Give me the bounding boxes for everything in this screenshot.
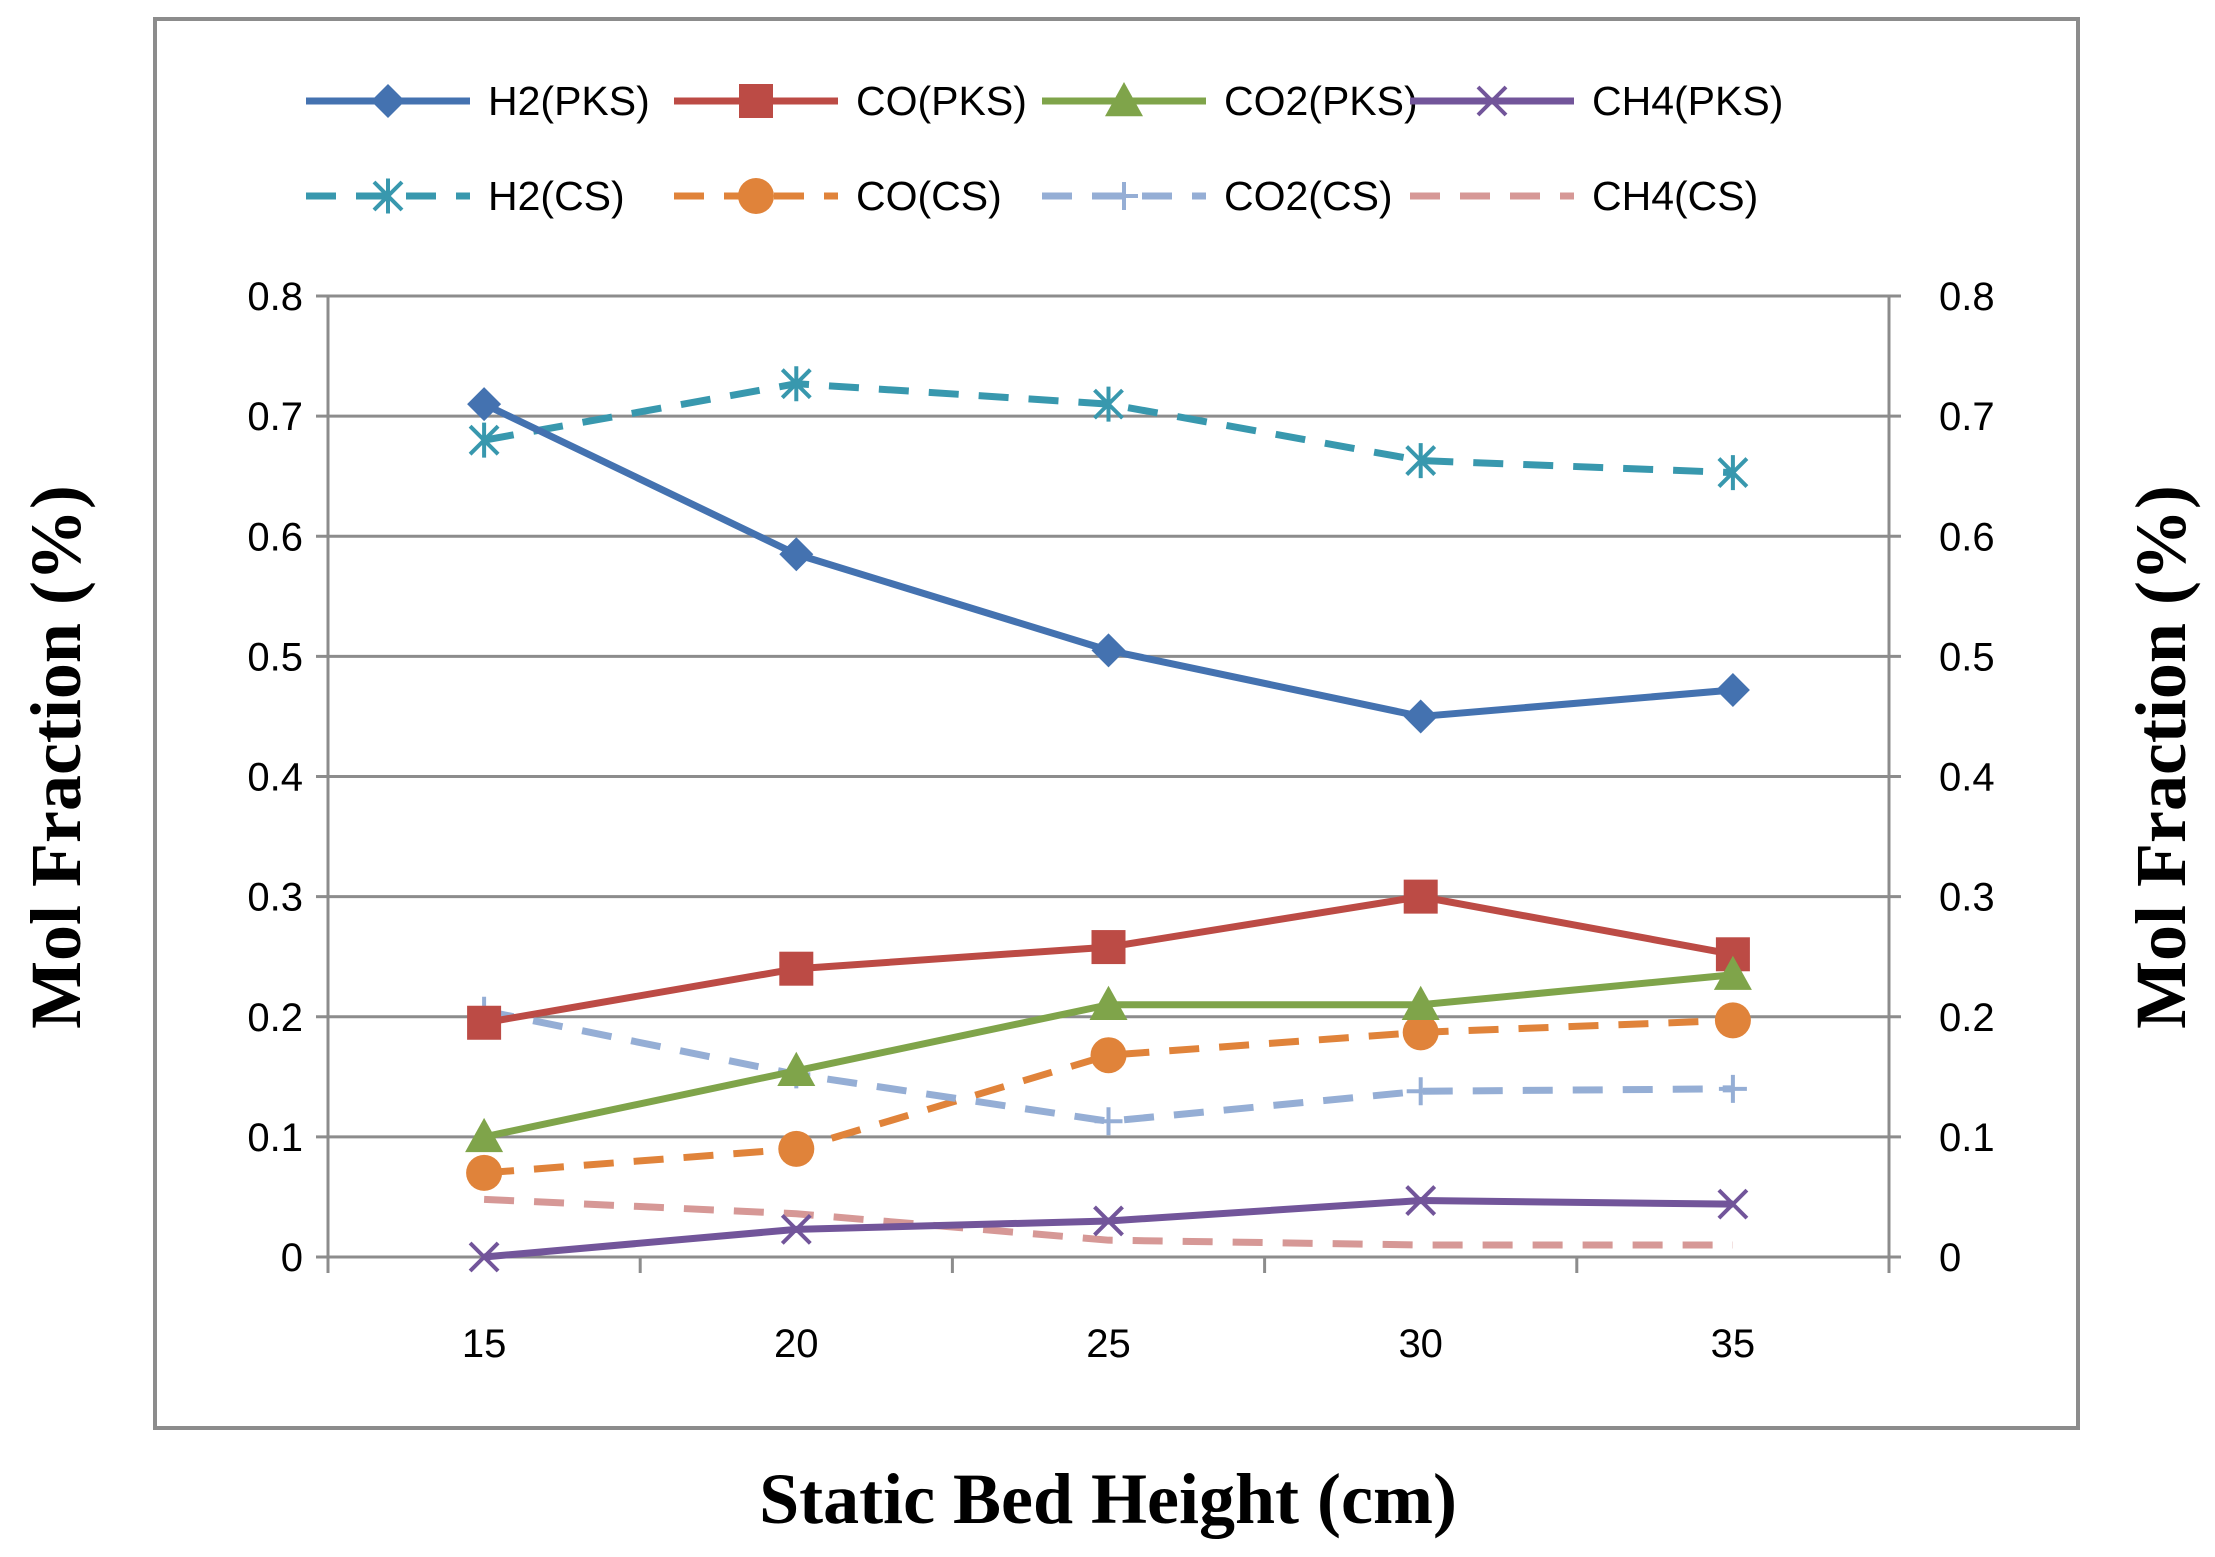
y-axis-title-right: Mol Fraction (%) xyxy=(2121,485,2201,1029)
y-tick-label-right: 0.3 xyxy=(1939,876,1995,920)
y-tick-label-right: 0.7 xyxy=(1939,395,1995,439)
legend-item: CO2(PKS) xyxy=(1042,78,1418,124)
y-tick-label-left: 0.8 xyxy=(247,275,303,319)
data-point xyxy=(1405,1185,1437,1216)
legend-label: H2(CS) xyxy=(488,173,625,219)
y-tick-label-left: 0.1 xyxy=(247,1116,303,1160)
series-line xyxy=(483,380,1734,477)
legend-item: H2(PKS) xyxy=(306,78,650,124)
data-point xyxy=(372,178,404,214)
y-tick-label-left: 0.5 xyxy=(247,635,303,679)
legend-label: CO2(PKS) xyxy=(1224,78,1418,124)
y-tick-label-right: 0.1 xyxy=(1939,1116,1995,1160)
data-point xyxy=(1713,955,1752,990)
legend-label: CH4(PKS) xyxy=(1592,78,1783,124)
y-tick-label-left: 0.7 xyxy=(247,395,303,439)
data-point xyxy=(1717,1188,1749,1220)
x-tick-label: 25 xyxy=(1086,1322,1131,1366)
x-tick-label: 30 xyxy=(1398,1322,1443,1366)
data-point xyxy=(739,84,773,118)
legend-item: H2(CS) xyxy=(306,173,625,219)
x-tick-label: 20 xyxy=(774,1322,819,1366)
data-point xyxy=(780,366,812,402)
y-tick-label-right: 0.4 xyxy=(1939,756,1995,800)
plot-series xyxy=(465,366,1752,1273)
data-point xyxy=(465,1117,504,1153)
x-axis-title: Static Bed Height (cm) xyxy=(759,1459,1457,1539)
data-point xyxy=(1094,1107,1123,1136)
legend-item: CH4(CS) xyxy=(1410,173,1758,219)
data-point xyxy=(1405,443,1437,479)
data-point xyxy=(1403,879,1438,914)
legend-item: CO2(CS) xyxy=(1042,173,1393,219)
data-point xyxy=(468,1241,500,1273)
x-tick-label: 15 xyxy=(462,1322,507,1366)
series-H2(CS) xyxy=(468,366,1749,491)
legend-label: CO(CS) xyxy=(856,173,1002,219)
data-point xyxy=(1105,82,1143,117)
data-point xyxy=(1715,673,1750,708)
data-point xyxy=(467,1005,502,1040)
data-point xyxy=(1402,1014,1439,1051)
data-point xyxy=(1401,985,1440,1020)
data-point xyxy=(1406,1077,1435,1106)
y-tick-label-right: 0.2 xyxy=(1939,996,1995,1040)
y-tick-label-left: 0 xyxy=(281,1236,303,1280)
series-line xyxy=(483,1195,1733,1249)
chart-area-border xyxy=(153,17,2080,1430)
data-point xyxy=(778,1130,815,1167)
x-tick-label: 35 xyxy=(1711,1322,1756,1366)
y-tick-label-right: 0 xyxy=(1939,1236,1961,1280)
data-point xyxy=(466,1154,503,1191)
data-point xyxy=(1476,85,1508,117)
data-point xyxy=(1089,985,1128,1020)
data-point xyxy=(1091,930,1126,965)
axes: 0 0 0.1 0.1 0.2 0.2 0.3 0.3 0.4 0.4 0.5 0.5 0.6 0.6 0.… xyxy=(247,275,1994,1366)
data-point xyxy=(779,951,814,986)
data-point xyxy=(1110,182,1138,210)
legend-label: CH4(CS) xyxy=(1592,173,1758,219)
legend-label: CO(PKS) xyxy=(856,78,1027,124)
data-point xyxy=(1090,1037,1127,1074)
data-point xyxy=(1403,699,1438,734)
data-point xyxy=(1093,1205,1124,1237)
data-point xyxy=(1714,1002,1751,1039)
y-axis-title-left: Mol Fraction (%) xyxy=(16,485,96,1029)
data-point xyxy=(780,1213,812,1245)
data-point xyxy=(468,422,500,458)
y-tick-label-left: 0.3 xyxy=(247,876,303,920)
series-line xyxy=(483,1016,1734,1177)
y-tick-label-right: 0.5 xyxy=(1939,635,1995,679)
legend: H2(PKS) CO(PKS) CO2(PKS) CH4(PKS) H2(CS) CO(C… xyxy=(306,78,1783,219)
series-CO2(PKS) xyxy=(465,955,1752,1153)
y-tick-label-left: 0.4 xyxy=(247,756,303,800)
series-CO(CS) xyxy=(466,1002,1751,1191)
series-CH4(CS) xyxy=(483,1195,1733,1249)
data-point xyxy=(779,537,814,572)
y-tick-label-right: 0.6 xyxy=(1939,515,1995,559)
data-point xyxy=(1093,386,1124,422)
data-point xyxy=(467,387,502,422)
series-H2(PKS) xyxy=(467,387,1750,734)
y-tick-label-left: 0.2 xyxy=(247,996,303,1040)
data-point xyxy=(738,178,774,214)
legend-item: CO(PKS) xyxy=(674,78,1027,124)
data-point xyxy=(1717,455,1749,491)
legend-label: H2(PKS) xyxy=(488,78,650,124)
data-point xyxy=(1091,633,1126,668)
data-point xyxy=(777,1051,816,1087)
legend-label: CO2(CS) xyxy=(1224,173,1393,219)
data-point xyxy=(371,84,405,118)
series-CH4(PKS) xyxy=(468,1185,1749,1273)
series-line xyxy=(483,1007,1733,1125)
y-tick-label-left: 0.6 xyxy=(247,515,303,559)
legend-item: CH4(PKS) xyxy=(1410,78,1783,124)
y-tick-label-right: 0.8 xyxy=(1939,275,1995,319)
data-point xyxy=(1718,1074,1747,1103)
legend-item: CO(CS) xyxy=(674,173,1002,219)
